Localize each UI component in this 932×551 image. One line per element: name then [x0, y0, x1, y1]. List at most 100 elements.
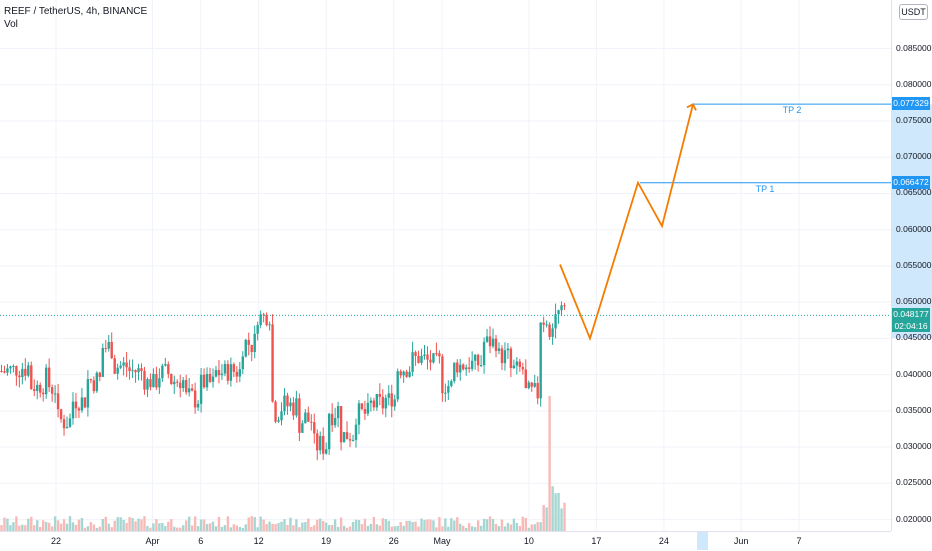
candle-body	[444, 392, 447, 394]
volume-bar	[59, 523, 63, 531]
volume-bar	[322, 520, 325, 531]
candle-body	[560, 305, 563, 311]
volume-bar	[241, 527, 244, 531]
volume-bar	[6, 518, 9, 531]
candle-body	[92, 380, 96, 392]
candle-body	[372, 400, 376, 408]
volume-bar	[429, 519, 432, 531]
volume-bar	[417, 526, 420, 531]
candle-body	[53, 393, 57, 395]
volume-bar	[134, 521, 137, 531]
candle-body	[304, 412, 307, 424]
candle-body	[214, 370, 218, 377]
volume-bar	[432, 520, 435, 531]
candle-body	[542, 322, 545, 325]
volume-bar	[485, 519, 489, 531]
candle-body	[220, 373, 224, 376]
candle-body	[134, 370, 137, 373]
candle-body	[184, 380, 188, 393]
volume-bar	[259, 516, 262, 531]
volume-bar	[435, 527, 438, 531]
volume-bar	[265, 524, 268, 531]
volume-bar	[470, 526, 474, 531]
volume-bar	[47, 522, 51, 531]
candle-body	[98, 372, 101, 377]
candle-body	[322, 435, 325, 454]
candle-body	[223, 364, 227, 374]
candle-body	[465, 367, 468, 370]
candle-body	[396, 371, 399, 400]
volume-bar	[459, 523, 462, 531]
volume-bar	[310, 526, 313, 531]
volume-bar	[542, 505, 545, 531]
price-tick-label: 0.085000	[896, 42, 932, 53]
volume-bar	[89, 522, 93, 531]
volume-bar	[199, 519, 203, 531]
candle-body	[27, 365, 30, 376]
volume-bar	[327, 525, 331, 531]
time-tick-label: 19	[321, 536, 332, 546]
candle-body	[80, 397, 84, 411]
candle-body	[393, 399, 396, 407]
target-line-label: TP 2	[782, 105, 802, 116]
candle-body	[149, 379, 152, 388]
chart-title: REEF / TetherUS, 4h, BINANCE	[4, 6, 148, 17]
volume-bar	[512, 518, 516, 531]
candle-body	[536, 383, 539, 399]
volume-bar	[226, 516, 230, 531]
currency-button[interactable]: USDT	[899, 4, 928, 20]
candle-body	[327, 413, 331, 450]
volume-bar	[170, 519, 173, 531]
candle-body	[378, 393, 382, 397]
volume-bar	[119, 517, 122, 531]
candle-body	[515, 361, 519, 366]
volume-bar	[462, 525, 465, 531]
time-tick-label: 6	[198, 536, 204, 546]
candle-body	[89, 379, 93, 381]
price-tick-label: 0.035000	[896, 404, 932, 415]
candle-body	[420, 355, 423, 363]
candle-body	[411, 352, 414, 372]
candle-body	[47, 367, 51, 388]
time-axis[interactable]	[0, 531, 891, 551]
candle-body	[488, 336, 492, 347]
price-axis-range-highlight	[891, 104, 932, 339]
volume-bar	[411, 521, 414, 531]
projection-path[interactable]	[559, 104, 694, 342]
volume-bar	[560, 508, 563, 531]
volume-bar	[518, 525, 522, 531]
volume-bar	[491, 518, 495, 531]
volume-bar	[441, 526, 444, 531]
candle-body	[205, 373, 209, 388]
volume-bar	[143, 516, 146, 531]
volume-bar	[74, 524, 78, 531]
volume-bar	[173, 526, 176, 531]
volume-bar	[476, 520, 480, 531]
candle-body	[333, 418, 337, 426]
volume-bar	[98, 526, 101, 531]
volume-bar	[500, 519, 504, 531]
volume-bar	[316, 519, 319, 531]
volume-bar	[339, 517, 343, 531]
candle-body	[122, 362, 125, 366]
price-tick-label: 0.060000	[896, 223, 932, 234]
candle-body	[235, 371, 239, 377]
volume-bar	[65, 523, 69, 531]
candle-body	[6, 368, 9, 373]
candle-body	[426, 354, 429, 360]
candle-body	[554, 314, 557, 329]
volume-bar	[107, 523, 110, 531]
candle-body	[9, 366, 12, 369]
volume-bar	[563, 502, 566, 531]
price-axis[interactable]	[891, 0, 932, 531]
volume-bar	[21, 524, 24, 531]
candle-body	[262, 314, 265, 316]
candle-body	[453, 362, 456, 382]
candle-body	[375, 393, 379, 408]
volume-bar	[217, 516, 221, 531]
volume-bar	[95, 527, 99, 531]
volume-bar	[220, 526, 224, 531]
volume-indicator-label[interactable]: Vol	[4, 19, 18, 30]
